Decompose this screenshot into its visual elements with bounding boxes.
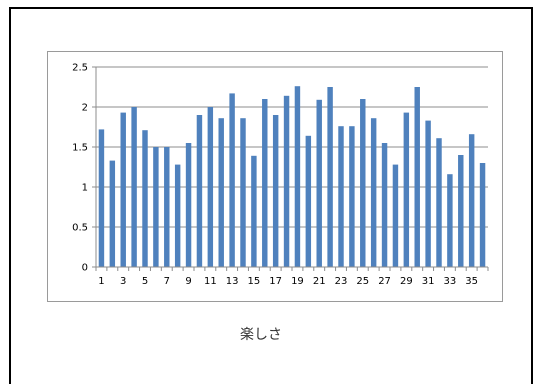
bar-11 xyxy=(207,107,214,267)
bar-16 xyxy=(262,99,268,267)
x-tick-label-15: 15 xyxy=(248,276,261,287)
y-tick-label-1: 0.5 xyxy=(72,223,88,234)
bar-22 xyxy=(327,87,333,267)
x-tick-label-1: 1 xyxy=(98,276,104,287)
y-tick-label-5: 2.5 xyxy=(72,63,88,74)
x-tick-label-13: 13 xyxy=(226,276,239,287)
bar-21 xyxy=(316,99,322,267)
chart-caption: 楽しさ xyxy=(240,327,282,343)
bar-9 xyxy=(185,143,192,267)
x-tick-label-31: 31 xyxy=(422,276,435,287)
bars xyxy=(98,86,486,268)
bar-32 xyxy=(436,138,442,267)
y-tick-label-2: 1 xyxy=(82,183,88,194)
bar-26 xyxy=(370,118,377,267)
bar-8 xyxy=(174,164,181,267)
y-tick-label-4: 2 xyxy=(82,103,88,114)
bar-24 xyxy=(349,126,355,267)
bar-18 xyxy=(283,95,290,267)
y-tick-label-3: 1.5 xyxy=(72,143,88,154)
bar-31 xyxy=(425,120,431,267)
x-tick-label-17: 17 xyxy=(269,276,282,287)
bar-33 xyxy=(447,174,453,267)
bar-28 xyxy=(392,164,399,267)
y-tick-label-0: 0 xyxy=(82,263,88,274)
x-tick-label-21: 21 xyxy=(313,276,326,287)
bar-19 xyxy=(294,86,301,267)
x-tick-label-23: 23 xyxy=(335,276,348,287)
bar-34 xyxy=(458,155,464,267)
bar-15 xyxy=(251,155,257,267)
x-tick-label-33: 33 xyxy=(444,276,457,287)
bar-13 xyxy=(229,93,235,268)
bar-1 xyxy=(98,129,105,267)
axes xyxy=(95,67,489,271)
x-tick-labels: 1 3 5 7 9 11 13 15 17 19 21 23 25 27 29 31 33 35 xyxy=(98,276,478,287)
x-tick-label-25: 25 xyxy=(356,276,369,287)
bar-25 xyxy=(360,99,366,267)
bar-36 xyxy=(479,163,486,267)
bar-5 xyxy=(142,130,148,267)
bar-27 xyxy=(381,143,388,267)
bar-20 xyxy=(305,135,312,267)
bar-12 xyxy=(218,118,224,267)
bar-23 xyxy=(338,126,344,267)
x-tick-label-9: 9 xyxy=(185,276,191,287)
x-tick-label-7: 7 xyxy=(164,276,170,287)
bar-7 xyxy=(164,147,170,267)
bar-17 xyxy=(272,115,279,267)
x-tick-label-3: 3 xyxy=(120,276,126,287)
bar-10 xyxy=(196,115,203,267)
bar-14 xyxy=(240,118,246,267)
bar-2 xyxy=(109,160,116,267)
bar-30 xyxy=(414,87,420,267)
bar-29 xyxy=(403,112,410,267)
y-tick-labels: 0 0.5 1 1.5 2 2.5 xyxy=(72,63,96,274)
bar-3 xyxy=(120,112,126,267)
x-tick-label-11: 11 xyxy=(204,276,217,287)
x-tick-label-35: 35 xyxy=(465,276,478,287)
bar-6 xyxy=(153,147,159,267)
bar-chart: 00.511.522.5 1 3 5 7 9 11 13 15 17 19 21 23 25 27 29 31… xyxy=(72,63,489,287)
x-tick-label-29: 29 xyxy=(400,276,413,287)
gridlines xyxy=(96,66,488,228)
bar-4 xyxy=(131,107,137,267)
x-tick-label-5: 5 xyxy=(142,276,148,287)
bar-35 xyxy=(468,134,475,267)
x-tick-label-19: 19 xyxy=(291,276,304,287)
x-tick-label-27: 27 xyxy=(378,276,391,287)
chart-area: 0 0.5 1 1.5 2 2.5 1 3 5 7 9 11 13 15 17 19 21 23 25 27 29 31… xyxy=(47,51,503,302)
